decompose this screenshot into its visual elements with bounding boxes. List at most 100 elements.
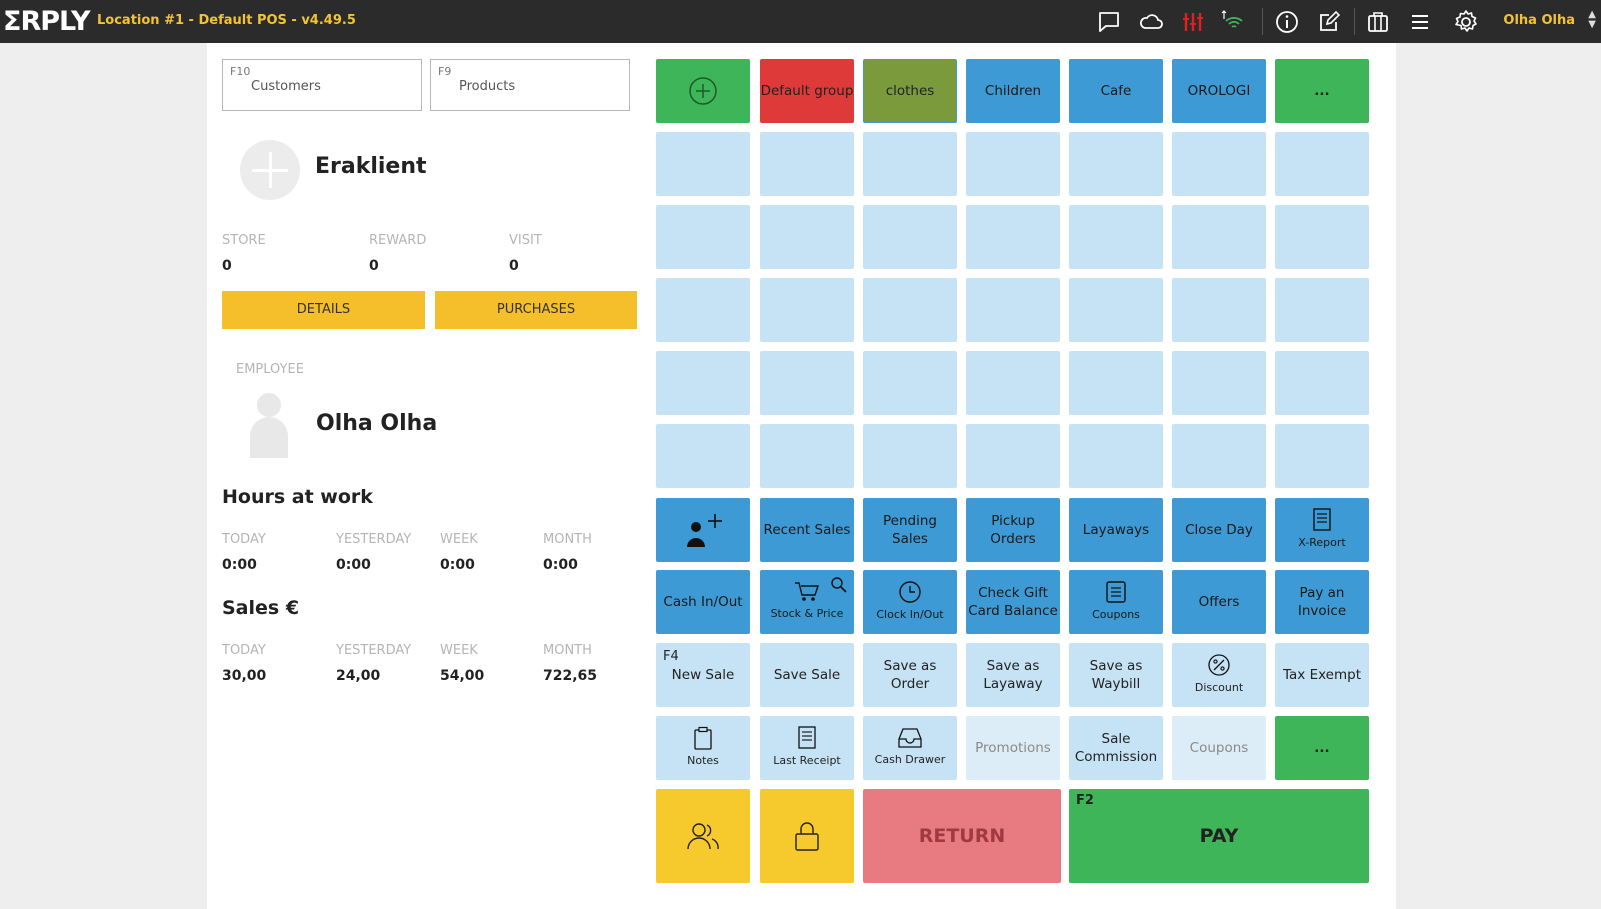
products-shortcut: F9 <box>438 65 452 78</box>
empty-product-slot[interactable] <box>760 278 854 342</box>
empty-product-slot[interactable] <box>863 132 957 196</box>
clock-in-out-button[interactable]: Clock In/Out <box>863 570 957 634</box>
add-customer-avatar-icon[interactable] <box>240 140 300 200</box>
last-receipt-button[interactable]: Last Receipt <box>760 716 854 780</box>
customers-search-input[interactable]: F10 Customers <box>222 59 422 111</box>
layaways-button[interactable]: Layaways <box>1069 498 1163 562</box>
cash-drawer-button[interactable]: Cash Drawer <box>863 716 957 780</box>
more-actions-button[interactable]: ... <box>1275 716 1369 780</box>
coupons-icon-button[interactable]: Coupons <box>1069 570 1163 634</box>
offers-button[interactable]: Offers <box>1172 570 1266 634</box>
empty-product-slot[interactable] <box>760 424 854 488</box>
gift-icon[interactable] <box>1365 9 1391 35</box>
empty-product-slot[interactable] <box>863 351 957 415</box>
erply-logo: ΣRPLY <box>3 6 91 37</box>
hours-yesterday-label: YESTERDAY <box>336 532 412 547</box>
add-customer-button[interactable] <box>656 498 750 562</box>
x-report-button[interactable]: X-Report <box>1275 498 1369 562</box>
pay-button[interactable]: F2 PAY <box>1069 789 1369 883</box>
empty-product-slot[interactable] <box>760 351 854 415</box>
empty-product-slot[interactable] <box>966 132 1060 196</box>
empty-product-slot[interactable] <box>863 424 957 488</box>
empty-product-slot[interactable] <box>1069 132 1163 196</box>
add-group-button[interactable] <box>656 59 750 123</box>
empty-product-slot[interactable] <box>1069 351 1163 415</box>
close-day-button[interactable]: Close Day <box>1172 498 1266 562</box>
top-bar: ΣRPLY Location #1 - Default POS - v4.49.… <box>0 0 1601 43</box>
discount-button[interactable]: Discount <box>1172 643 1266 707</box>
empty-product-slot[interactable] <box>1275 132 1369 196</box>
empty-product-slot[interactable] <box>1275 351 1369 415</box>
empty-product-slot[interactable] <box>1172 132 1266 196</box>
empty-product-slot[interactable] <box>1069 278 1163 342</box>
group-cafe[interactable]: Cafe <box>1069 59 1163 123</box>
store-label: STORE <box>222 233 266 248</box>
edit-icon[interactable] <box>1316 9 1342 35</box>
empty-product-slot[interactable] <box>966 351 1060 415</box>
clock-icon <box>899 581 921 603</box>
empty-product-slot[interactable] <box>966 205 1060 269</box>
empty-product-slot[interactable] <box>760 205 854 269</box>
last-receipt-label: Last Receipt <box>773 754 841 767</box>
coupons-icon-label: Coupons <box>1092 608 1140 621</box>
reward-label: REWARD <box>369 233 427 248</box>
recent-sales-button[interactable]: Recent Sales <box>760 498 854 562</box>
promotions-button[interactable]: Promotions <box>966 716 1060 780</box>
empty-product-slot[interactable] <box>1069 424 1163 488</box>
stock-price-button[interactable]: Stock & Price <box>760 570 854 634</box>
empty-product-slot[interactable] <box>966 424 1060 488</box>
empty-product-slot[interactable] <box>1275 278 1369 342</box>
group-default-group[interactable]: Default group <box>760 59 854 123</box>
return-button[interactable]: RETURN <box>863 789 1061 883</box>
empty-product-slot[interactable] <box>1172 278 1266 342</box>
save-as-order-button[interactable]: Save as Order <box>863 643 957 707</box>
empty-product-slot[interactable] <box>760 132 854 196</box>
equalizer-icon[interactable] <box>1180 9 1206 35</box>
signal-icon[interactable] <box>1220 9 1246 35</box>
save-as-waybill-button[interactable]: Save as Waybill <box>1069 643 1163 707</box>
empty-product-slot[interactable] <box>656 132 750 196</box>
more-groups-button[interactable]: ... <box>1275 59 1369 123</box>
details-button[interactable]: DETAILS <box>222 291 425 329</box>
coupons-button[interactable]: Coupons <box>1172 716 1266 780</box>
empty-product-slot[interactable] <box>863 205 957 269</box>
gear-icon[interactable] <box>1453 9 1479 35</box>
save-sale-button[interactable]: Save Sale <box>760 643 854 707</box>
check-gift-card-button[interactable]: Check Gift Card Balance <box>966 570 1060 634</box>
cloud-icon[interactable] <box>1138 9 1164 35</box>
empty-product-slot[interactable] <box>1275 205 1369 269</box>
tax-exempt-button[interactable]: Tax Exempt <box>1275 643 1369 707</box>
notes-button[interactable]: Notes <box>656 716 750 780</box>
group-clothes[interactable]: clothes <box>863 59 957 123</box>
user-menu-name[interactable]: Olha Olha <box>1503 13 1575 28</box>
x-report-label: X-Report <box>1298 536 1346 549</box>
empty-product-slot[interactable] <box>656 351 750 415</box>
chat-icon[interactable] <box>1096 9 1122 35</box>
empty-product-slot[interactable] <box>656 205 750 269</box>
menu-icon[interactable] <box>1407 9 1433 35</box>
group-children[interactable]: Children <box>966 59 1060 123</box>
empty-product-slot[interactable] <box>966 278 1060 342</box>
pickup-orders-button[interactable]: Pickup Orders <box>966 498 1060 562</box>
user-menu-arrows-icon[interactable]: ▲ ▼ <box>1588 9 1596 30</box>
empty-product-slot[interactable] <box>1069 205 1163 269</box>
empty-product-slot[interactable] <box>1172 351 1266 415</box>
switch-user-button[interactable] <box>656 789 750 883</box>
purchases-button[interactable]: PURCHASES <box>435 291 637 329</box>
pending-sales-button[interactable]: Pending Sales <box>863 498 957 562</box>
empty-product-slot[interactable] <box>863 278 957 342</box>
info-icon[interactable] <box>1274 9 1300 35</box>
lock-button[interactable] <box>760 789 854 883</box>
cash-in-out-button[interactable]: Cash In/Out <box>656 570 750 634</box>
empty-product-slot[interactable] <box>656 424 750 488</box>
new-sale-button[interactable]: F4 New Sale <box>656 643 750 707</box>
empty-product-slot[interactable] <box>1172 205 1266 269</box>
sale-commission-button[interactable]: Sale Commission <box>1069 716 1163 780</box>
pay-invoice-button[interactable]: Pay an Invoice <box>1275 570 1369 634</box>
products-search-input[interactable]: F9 Products <box>430 59 630 111</box>
empty-product-slot[interactable] <box>1172 424 1266 488</box>
save-as-layaway-button[interactable]: Save as Layaway <box>966 643 1060 707</box>
group-orologi[interactable]: OROLOGI <box>1172 59 1266 123</box>
empty-product-slot[interactable] <box>1275 424 1369 488</box>
empty-product-slot[interactable] <box>656 278 750 342</box>
